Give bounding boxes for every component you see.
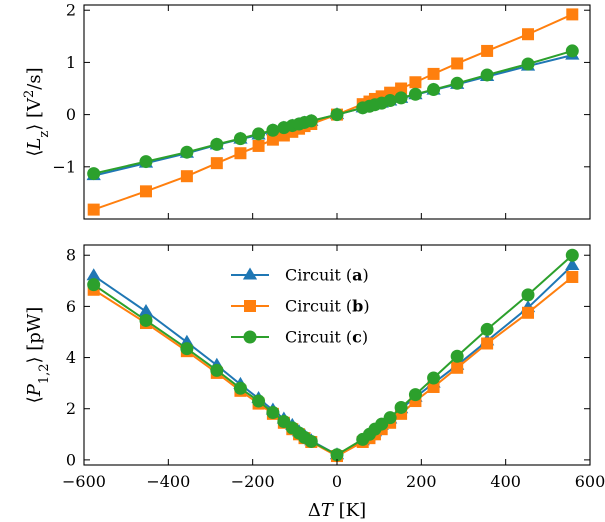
panel0-series-1-point-20 <box>427 67 440 80</box>
panel1-xtick-label-0: −600 <box>62 472 106 491</box>
legend-label-0: Circuit (a) <box>285 266 369 285</box>
panel0-series-2-point-12 <box>330 108 344 122</box>
panel0-series-1-point-4 <box>234 147 247 160</box>
panel0-series-2-point-23 <box>521 57 535 71</box>
panel1-y-axis-label: ⟨P1,2⟩ [pW] <box>24 307 52 404</box>
legend-marker-0 <box>242 267 258 280</box>
panel0-series-2-point-5 <box>252 127 266 141</box>
panel0-series-2 <box>87 44 579 181</box>
panel0-series-1-point-23 <box>522 28 535 41</box>
panel1-series-1-point-20 <box>427 380 440 393</box>
panel0-ytick-label-2: 1 <box>66 53 76 72</box>
panel1-series-1-point-21 <box>451 361 464 374</box>
panel0-series-1-point-1 <box>139 185 152 198</box>
legend-marker-2 <box>243 330 257 344</box>
top-panel-lz: −1 0 1 2 ⟨Lz⟩ [V2/s] <box>22 1 591 220</box>
panel1-series-2-point-17 <box>383 411 397 425</box>
panel1-series-2-point-23 <box>521 288 535 302</box>
panel1-series-2-point-21 <box>450 349 464 363</box>
panel1-ytick-label-4: 8 <box>66 246 76 265</box>
panel0-series-2-point-21 <box>450 76 464 90</box>
panel1-xtick-label-4: 200 <box>406 472 437 491</box>
panel1-xtick-label-2: −200 <box>231 472 275 491</box>
panel0-series-1-point-3 <box>210 157 223 170</box>
panel0-series-1-point-5 <box>252 139 265 152</box>
panel1-series-1-point-23 <box>522 306 535 319</box>
panel1-series-2-point-18 <box>394 400 408 414</box>
panel0-series-2-point-0 <box>87 167 101 181</box>
panel0-series-1-point-19 <box>409 76 422 89</box>
panel0-series-1-point-21 <box>451 57 464 70</box>
panel1-ytick-label-2: 4 <box>66 348 76 367</box>
panel0-series-2-point-18 <box>394 91 408 105</box>
panel1-xtick-label-6: 600 <box>575 472 605 491</box>
legend-label-2: Circuit (c) <box>285 328 368 347</box>
panel0-series-2-point-4 <box>233 132 247 146</box>
panel1-x-axis-label: ΔT [K] <box>308 500 366 521</box>
panel0-series-1-point-24 <box>566 8 579 21</box>
panel1-series-2-point-3 <box>210 363 224 377</box>
panel1-series-0-point-0 <box>86 268 101 281</box>
panel1-xtick-label-3: 0 <box>332 472 342 491</box>
panel1-xtick-label-1: −400 <box>146 472 190 491</box>
panel0-series-1-point-22 <box>481 44 494 57</box>
panel1-series-2-point-24 <box>565 248 579 262</box>
panel1-series-2-point-12 <box>330 448 344 462</box>
panel1-series-2-point-5 <box>252 394 266 408</box>
panel0-series-2-point-17 <box>383 94 397 108</box>
legend-label-1: Circuit (b) <box>285 297 370 316</box>
panel1-series-2-point-1 <box>139 313 153 327</box>
legend-item-0: Circuit (a) <box>231 266 369 285</box>
panel1-series-0-point-24 <box>565 257 580 270</box>
panel0-series-2-point-3 <box>210 137 224 151</box>
panel1-series-2-point-20 <box>427 371 441 385</box>
legend: Circuit (a) Circuit (b) Circuit (c) <box>231 266 370 347</box>
panel0-series-1-point-6 <box>266 133 279 146</box>
panel0-series-2-point-11 <box>304 114 318 128</box>
panel1-series-2-point-19 <box>408 388 422 402</box>
panel0-series-1-point-18 <box>395 82 408 95</box>
panel0-series-1-point-0 <box>87 203 100 216</box>
panel0-ytick-label-0: −1 <box>52 157 76 176</box>
panel1-series-1-point-24 <box>566 270 579 283</box>
panel1-series-2 <box>87 248 579 462</box>
panel1-series-1-point-22 <box>481 337 494 350</box>
panel0-ytick-label-3: 2 <box>66 1 76 20</box>
panel1-series-2-point-0 <box>87 278 101 292</box>
panel0-series-2-point-1 <box>139 155 153 169</box>
panel1-xtick-label-5: 400 <box>490 472 521 491</box>
panel1-series-0-point-1 <box>138 304 154 317</box>
legend-item-2: Circuit (c) <box>231 328 368 347</box>
panel0-series-2-point-20 <box>427 83 441 97</box>
panel0-series-2-point-22 <box>480 68 494 82</box>
panel1-series-2-point-22 <box>480 322 494 336</box>
panel0-series-2-point-2 <box>180 145 194 159</box>
panel0-series-1-point-2 <box>180 170 193 183</box>
legend-marker-1 <box>244 300 256 312</box>
bottom-panel-p12: −600 −400 −200 0 200 400 600 0 2 4 6 8 ⟨P1,2⟩ [pW] ΔT… <box>24 244 605 521</box>
panel1-series-2-point-11 <box>304 434 318 448</box>
panel0-series-2-point-24 <box>565 44 579 58</box>
legend-item-1: Circuit (b) <box>231 297 370 316</box>
panel0-series-2-point-19 <box>408 87 422 101</box>
panel0-series-2-point-6 <box>266 123 280 137</box>
panel0-y-axis-label: ⟨Lz⟩ [V2/s] <box>22 67 52 156</box>
panel1-series-2-point-6 <box>266 406 280 420</box>
panel0-ytick-label-1: 0 <box>66 105 76 124</box>
panel1-ytick-label-3: 6 <box>66 297 76 316</box>
panel1-ytick-label-0: 0 <box>66 450 76 469</box>
panel1-series-2-point-4 <box>233 381 247 395</box>
panel1-ytick-label-1: 2 <box>66 399 76 418</box>
panel1-series-2-point-2 <box>180 342 194 356</box>
